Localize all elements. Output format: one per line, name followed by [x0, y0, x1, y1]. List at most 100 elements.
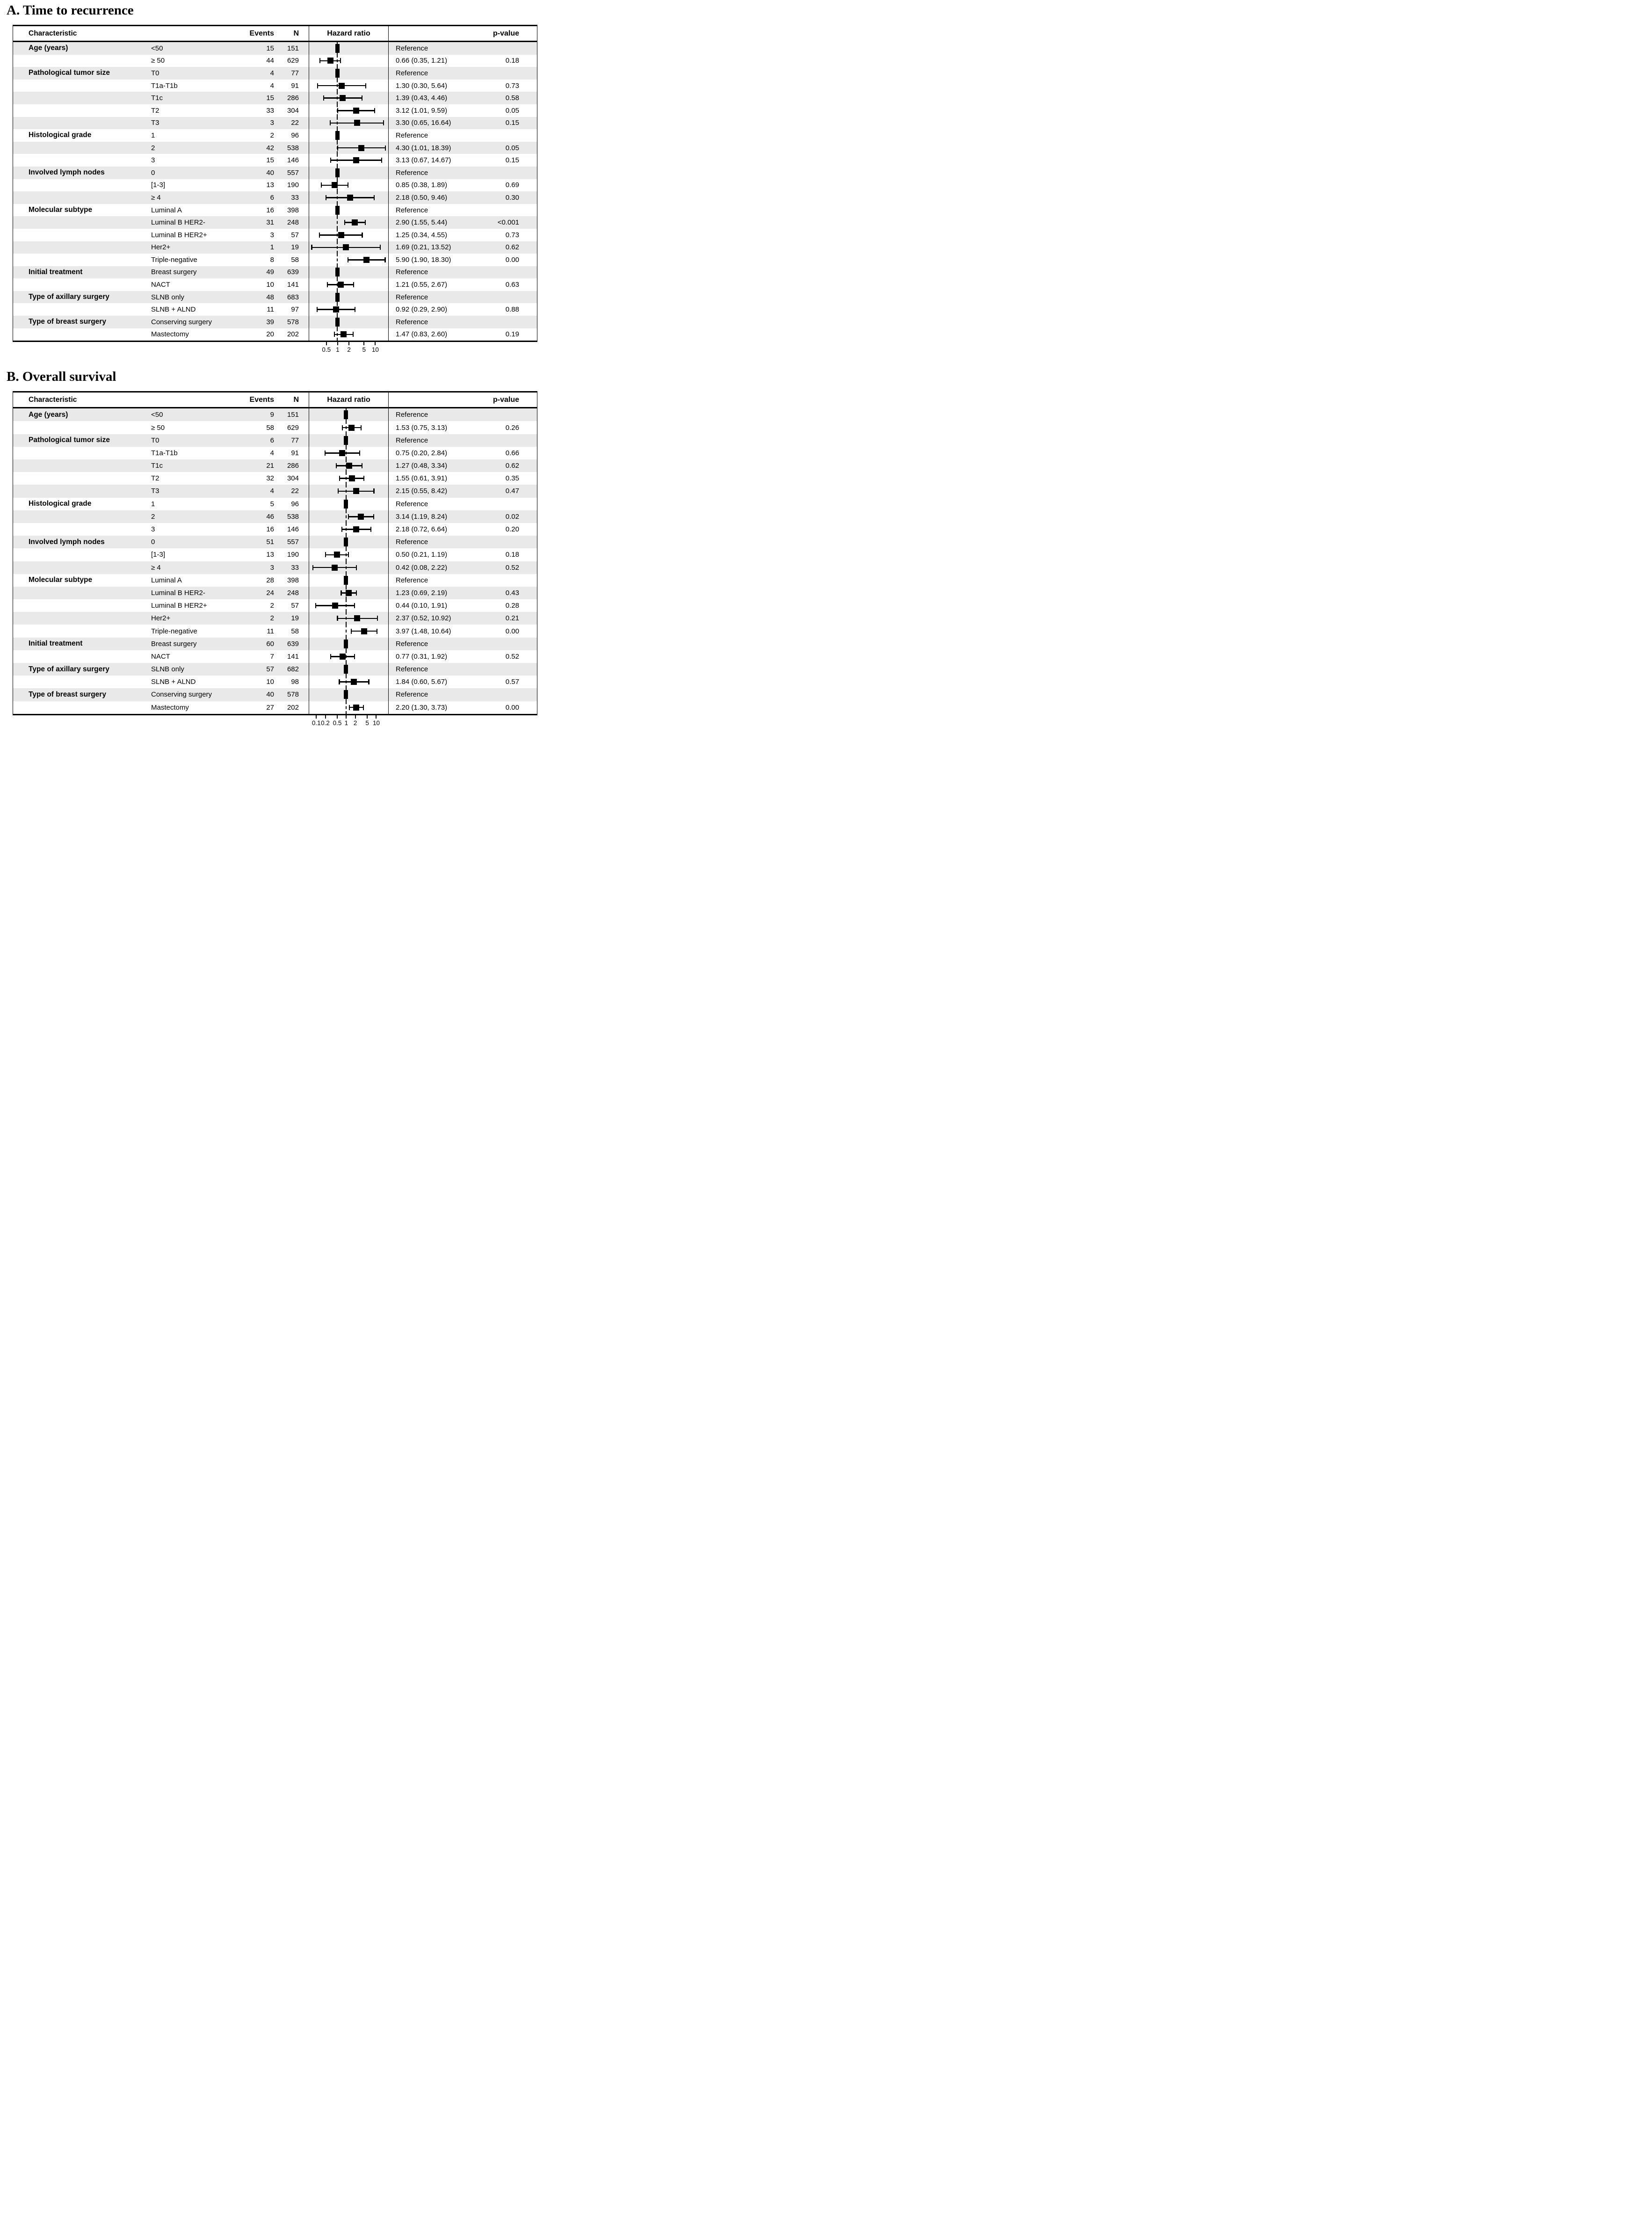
ci-cap-left [330, 654, 332, 659]
table-row: Luminal B HER2- 24 248 1.23 (0.69, 2.19) 0.4… [13, 586, 537, 600]
characteristic-cell: Type of axillary surgery [29, 665, 109, 673]
forest-plot-cell [309, 216, 389, 229]
forest-plot-cell [309, 204, 389, 217]
null-line [345, 625, 347, 638]
hr-point-marker [327, 58, 334, 64]
events-cell: 57 [266, 665, 274, 674]
axis-tick [326, 342, 327, 346]
n-cell: 639 [287, 268, 299, 276]
table-header-row: Characteristic Events N Hazard ratio p-value [13, 393, 537, 409]
forest-plot-cell [309, 254, 389, 266]
subcategory-cell: Mastectomy [151, 330, 189, 339]
ci-cap-left [336, 463, 337, 469]
axis-tick-label: 2 [347, 346, 351, 354]
hr-point-marker [352, 219, 358, 226]
events-cell: 20 [266, 330, 274, 339]
estimate-cell: Reference [396, 293, 428, 301]
pvalue-cell: 0.15 [505, 119, 519, 127]
ci-cap-right [384, 257, 386, 262]
n-cell: 202 [287, 703, 299, 712]
table-row: T1c 21 286 1.27 (0.48, 3.34) 0.62 [13, 459, 537, 473]
ci-cap-right [355, 590, 357, 596]
null-line [337, 254, 338, 266]
ci-cap-right [381, 158, 382, 163]
events-cell: 16 [266, 206, 274, 214]
n-cell: 91 [291, 81, 299, 90]
n-cell: 19 [291, 243, 299, 252]
estimate-cell: 2.18 (0.72, 6.64) [396, 525, 448, 534]
hr-point-marker [332, 564, 338, 571]
forest-table-b: Characteristic Events N Hazard ratio p-value… [13, 391, 537, 715]
forest-plot-cell [309, 650, 389, 663]
forest-plot-cell [309, 291, 389, 304]
table-row: Mastectomy 27 202 2.20 (1.30, 3.73) 0.00 [13, 701, 537, 714]
table-row: SLNB + ALND 10 98 1.84 (0.60, 5.67) 0.57 [13, 676, 537, 689]
ci-cap-left [319, 232, 320, 238]
ci-cap-right [374, 108, 375, 113]
reference-marker [344, 538, 348, 547]
pvalue-cell: 0.00 [505, 255, 519, 264]
ci-cap-left [339, 476, 341, 481]
subcategory-cell: T1c [151, 462, 163, 470]
reference-marker [335, 131, 340, 140]
table-row: Initial treatment Breast surgery 60 639 Refe… [13, 637, 537, 650]
n-cell: 91 [291, 449, 299, 457]
table-row: Luminal B HER2+ 2 57 0.44 (0.10, 1.91) 0.28 [13, 599, 537, 612]
subcategory-cell: 2 [151, 144, 155, 152]
forest-plot-cell [309, 510, 389, 523]
hr-point-marker [339, 450, 346, 456]
ci-cap-left [350, 628, 352, 634]
axis-tick-label: 0.5 [322, 346, 331, 354]
n-cell: 286 [287, 462, 299, 470]
characteristic-cell: Initial treatment [29, 268, 83, 276]
characteristic-cell: Type of breast surgery [29, 318, 106, 326]
characteristic-cell: Histological grade [29, 131, 92, 139]
axis-tick [363, 342, 365, 346]
hr-point-marker [348, 424, 355, 431]
reference-marker [344, 665, 348, 674]
subcategory-cell: T2 [151, 106, 159, 115]
forest-plot-cell [309, 141, 389, 154]
header-events: Events [249, 29, 274, 37]
pvalue-cell: 0.15 [505, 156, 519, 165]
forest-plot-cell [309, 688, 389, 701]
events-cell: 28 [266, 576, 274, 584]
forest-plot-cell [309, 548, 389, 561]
hazard-ratio-axis-b: 0.1 0.2 0.5 1 2 5 10 [310, 715, 388, 735]
pvalue-cell: 0.18 [505, 551, 519, 559]
subcategory-cell: SLNB only [151, 293, 184, 301]
n-cell: 151 [287, 411, 299, 419]
hr-point-marker [363, 256, 370, 263]
estimate-cell: Reference [396, 44, 428, 52]
events-cell: 2 [270, 614, 274, 623]
axis-tick-label: 0.5 [333, 719, 342, 727]
pvalue-cell: 0.21 [505, 614, 519, 623]
hr-point-marker [351, 679, 357, 685]
subcategory-cell: Her2+ [151, 243, 171, 252]
characteristic-cell: Pathological tumor size [29, 69, 110, 77]
ci-cap-right [383, 120, 384, 126]
forest-plot-cell [309, 166, 389, 179]
estimate-cell: Reference [396, 640, 428, 648]
hr-point-marker [347, 194, 354, 201]
n-cell: 96 [291, 131, 299, 139]
estimate-cell: 2.37 (0.52, 10.92) [396, 614, 451, 623]
events-cell: 42 [266, 144, 274, 152]
estimate-cell: 0.66 (0.35, 1.21) [396, 57, 448, 65]
estimate-cell: 1.23 (0.69, 2.19) [396, 589, 448, 597]
pvalue-cell: 0.28 [505, 602, 519, 610]
hr-point-marker [333, 552, 340, 558]
hr-point-marker [337, 282, 344, 288]
subcategory-cell: Luminal B HER2+ [151, 231, 207, 239]
estimate-cell: 4.30 (1.01, 18.39) [396, 144, 451, 152]
estimate-cell: Reference [396, 576, 428, 584]
estimate-cell: 1.53 (0.75, 3.13) [396, 423, 448, 432]
reference-marker [344, 436, 348, 445]
n-cell: 578 [287, 318, 299, 326]
ci-cap-right [348, 552, 349, 558]
subcategory-cell: T2 [151, 474, 159, 483]
pvalue-cell: 0.30 [505, 193, 519, 202]
n-cell: 248 [287, 218, 299, 227]
pvalue-cell: 0.62 [505, 243, 519, 252]
panel-b-title: B. Overall survival [7, 369, 116, 385]
